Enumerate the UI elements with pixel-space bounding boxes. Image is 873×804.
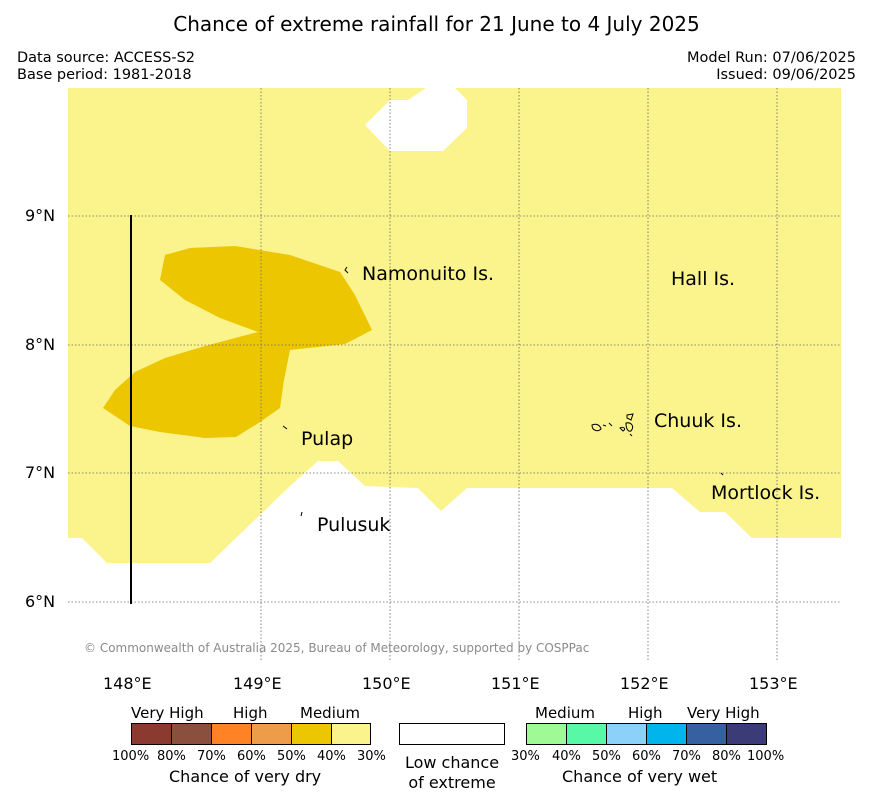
lat-label-7: 7°N (25, 463, 56, 482)
dry-40-50-region (103, 246, 372, 438)
wet-cat-medium: Medium (535, 704, 595, 722)
lat-label-8: 8°N (25, 335, 56, 354)
mortlock-island-mark (720, 472, 724, 476)
wet-cat-very-high: Very High (687, 704, 760, 722)
wet-swatch-60-70 (647, 724, 687, 744)
wet-tick-30: 30% (511, 749, 540, 764)
dry-swatch-60-70 (212, 724, 252, 744)
wet-tick-40: 40% (552, 749, 581, 764)
dry-30-40-region (68, 88, 841, 563)
low-chance-swatch (399, 723, 505, 745)
dry-color-bar (131, 723, 371, 745)
namonuito-island-mark (344, 266, 349, 274)
dry-cat-very-high: Very High (131, 704, 204, 722)
wet-swatch-30-40 (527, 724, 567, 744)
model-run: Model Run: 07/06/2025 (686, 50, 856, 66)
place-pulusuk: Pulusuk (317, 514, 391, 536)
wet-tick-50: 50% (592, 749, 621, 764)
issued-date: Issued: 09/06/2025 (716, 67, 856, 83)
copyright-notice: © Commonwealth of Australia 2025, Bureau… (84, 641, 590, 655)
wet-tick-80: 80% (712, 749, 741, 764)
lon-label-148: 148°E (103, 674, 152, 693)
wet-cat-high: High (628, 704, 663, 722)
place-namonuito: Namonuito Is. (362, 263, 495, 285)
wet-swatch-70-80 (687, 724, 727, 744)
chuuk-island-marks (591, 413, 634, 437)
wet-caption: Chance of very wet (562, 767, 718, 786)
lon-label-153: 153°E (749, 674, 798, 693)
lon-label-149: 149°E (233, 674, 282, 693)
low-chance-line1: Low chance (404, 753, 500, 772)
wet-swatch-50-60 (607, 724, 647, 744)
lon-label-152: 152°E (620, 674, 669, 693)
low-chance-line2: of extreme (408, 773, 496, 792)
map-title: Chance of extreme rainfall for 21 June t… (173, 12, 700, 36)
dry-caption: Chance of very dry (169, 767, 322, 786)
island-outlines (282, 266, 724, 517)
dry-tick-50: 50% (277, 749, 306, 764)
dry-tick-80: 80% (157, 749, 186, 764)
dry-swatch-80-100 (132, 724, 172, 744)
dry-swatch-50-60 (252, 724, 292, 744)
dry-cat-medium: Medium (300, 704, 360, 722)
dry-cat-high: High (233, 704, 268, 722)
dry-tick-30: 30% (357, 749, 386, 764)
dry-swatch-70-80 (172, 724, 212, 744)
dry-tick-70: 70% (197, 749, 226, 764)
wet-tick-70: 70% (672, 749, 701, 764)
place-chuuk: Chuuk Is. (654, 410, 742, 432)
dry-tick-100: 100% (112, 749, 150, 764)
dry-swatch-40-50 (292, 724, 332, 744)
wet-color-bar (526, 723, 767, 745)
lat-label-6: 6°N (25, 592, 56, 611)
wet-tick-60: 60% (632, 749, 661, 764)
base-period: Base period: 1981-2018 (17, 67, 192, 83)
dry-swatch-30-40 (332, 724, 370, 744)
data-source: Data source: ACCESS-S2 (17, 50, 196, 66)
pulusuk-island-mark (300, 511, 303, 517)
place-hall: Hall Is. (671, 268, 736, 290)
place-pulap: Pulap (301, 428, 354, 450)
lon-label-150: 150°E (362, 674, 411, 693)
pulap-island-mark (282, 425, 288, 430)
wet-swatch-40-50 (567, 724, 607, 744)
graticule (68, 88, 841, 662)
lat-label-9: 9°N (25, 206, 56, 225)
lon-label-151: 151°E (491, 674, 540, 693)
place-mortlock: Mortlock Is. (711, 482, 821, 504)
dry-tick-60: 60% (237, 749, 266, 764)
wet-tick-100: 100% (747, 749, 785, 764)
dry-tick-40: 40% (317, 749, 346, 764)
wet-swatch-80-100 (727, 724, 766, 744)
